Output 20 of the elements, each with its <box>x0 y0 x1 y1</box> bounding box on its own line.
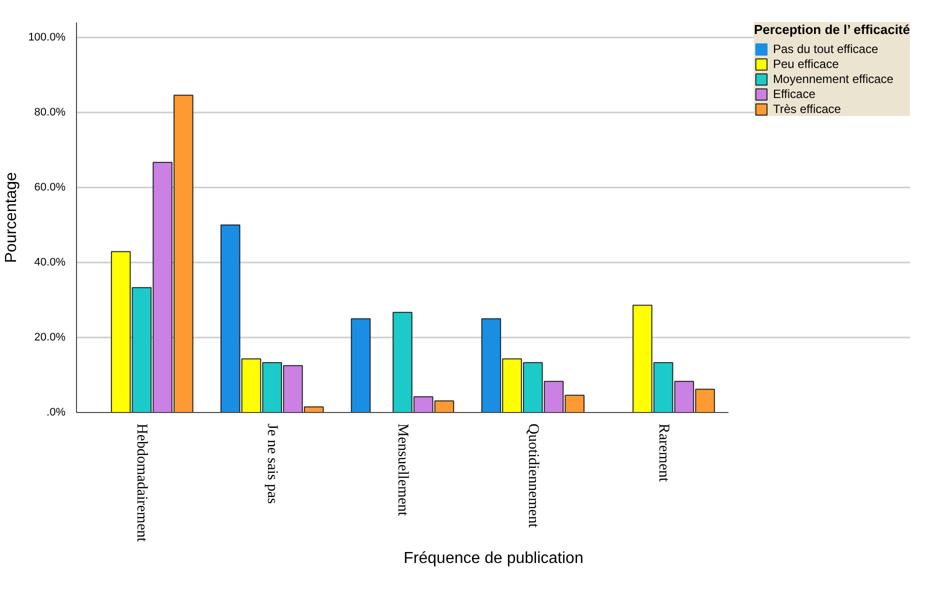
x-tick-label: Rarement <box>655 424 672 483</box>
y-tick-label: 40.0% <box>34 256 66 268</box>
x-tick-label: Quotidiennement <box>524 424 541 528</box>
x-axis-title: Fréquence de publication <box>404 550 584 567</box>
x-tick-label: Mensuellement <box>394 424 410 517</box>
bar <box>350 318 371 412</box>
legend-label: Très efficace <box>772 102 842 116</box>
legend-label: Peu efficace <box>772 57 840 71</box>
legend-label: Pas du tout efficace <box>772 42 880 56</box>
legend-title: Perception de l’ efficacité <box>754 22 910 37</box>
x-tick-label: Hebdomadairement <box>134 424 150 543</box>
x-tick-label: Je ne sais pas <box>264 424 280 504</box>
legend-label: Efficace <box>772 87 816 101</box>
y-tick-label: 20.0% <box>34 332 66 344</box>
y-tick-label: 60.0% <box>34 182 66 194</box>
y-tick-label: .0% <box>46 406 66 418</box>
y-tick-label: 80.0% <box>34 106 66 118</box>
y-axis-title: Pourcentage <box>3 172 20 263</box>
y-tick-label: 100.0% <box>28 32 66 44</box>
legend-label: Moyennement efficace <box>772 72 894 86</box>
